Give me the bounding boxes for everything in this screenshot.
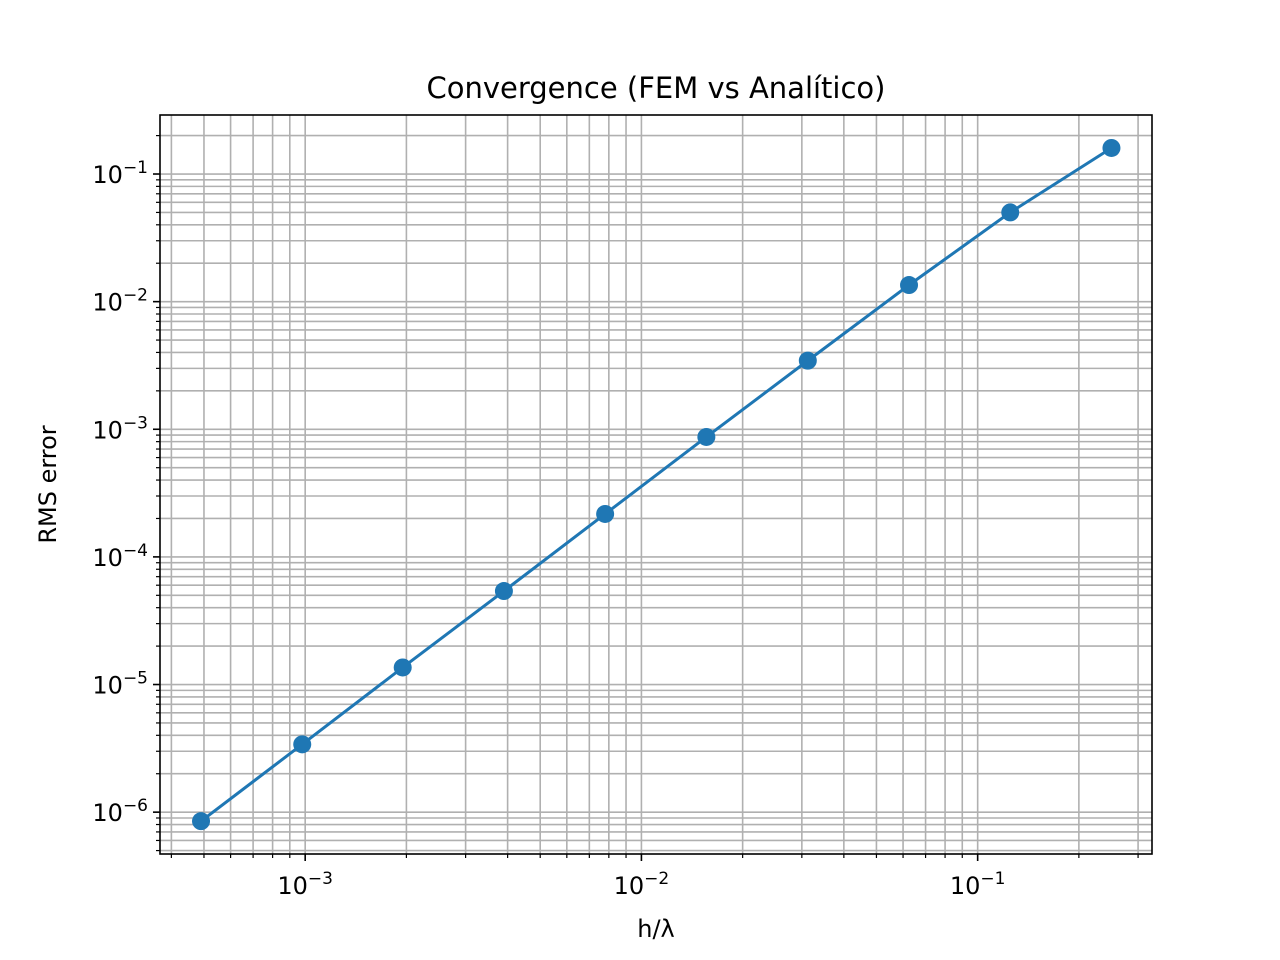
plot-frame	[159, 114, 1153, 855]
y-axis-label: RMS error	[34, 425, 62, 543]
y-tick-label: 10−5	[92, 669, 148, 700]
y-tick-label: 10−4	[92, 541, 148, 572]
y-tick-label: 10−3	[92, 413, 148, 444]
data-point	[596, 504, 615, 523]
data-point	[1102, 138, 1121, 157]
x-tick-label: 10−1	[950, 869, 1006, 900]
data-point	[393, 658, 412, 677]
series	[192, 138, 1121, 831]
x-tick-label: 10−2	[614, 869, 670, 900]
data-point	[697, 427, 716, 446]
data-point	[494, 582, 513, 601]
y-tick-label: 10−2	[92, 286, 148, 317]
data-point	[900, 276, 919, 295]
data-point	[1001, 203, 1020, 222]
y-tick-label: 10−6	[92, 796, 148, 827]
y-tick-label: 10−1	[92, 158, 148, 189]
x-tick-label: 10−3	[277, 869, 333, 900]
data-point	[192, 812, 211, 831]
data-point	[798, 351, 817, 370]
chart-title: Convergence (FEM vs Analítico)	[426, 71, 885, 105]
data-point	[293, 735, 312, 754]
grid	[160, 115, 1152, 854]
series-line	[200, 146, 1113, 823]
x-axis-label: h/λ	[637, 915, 675, 943]
